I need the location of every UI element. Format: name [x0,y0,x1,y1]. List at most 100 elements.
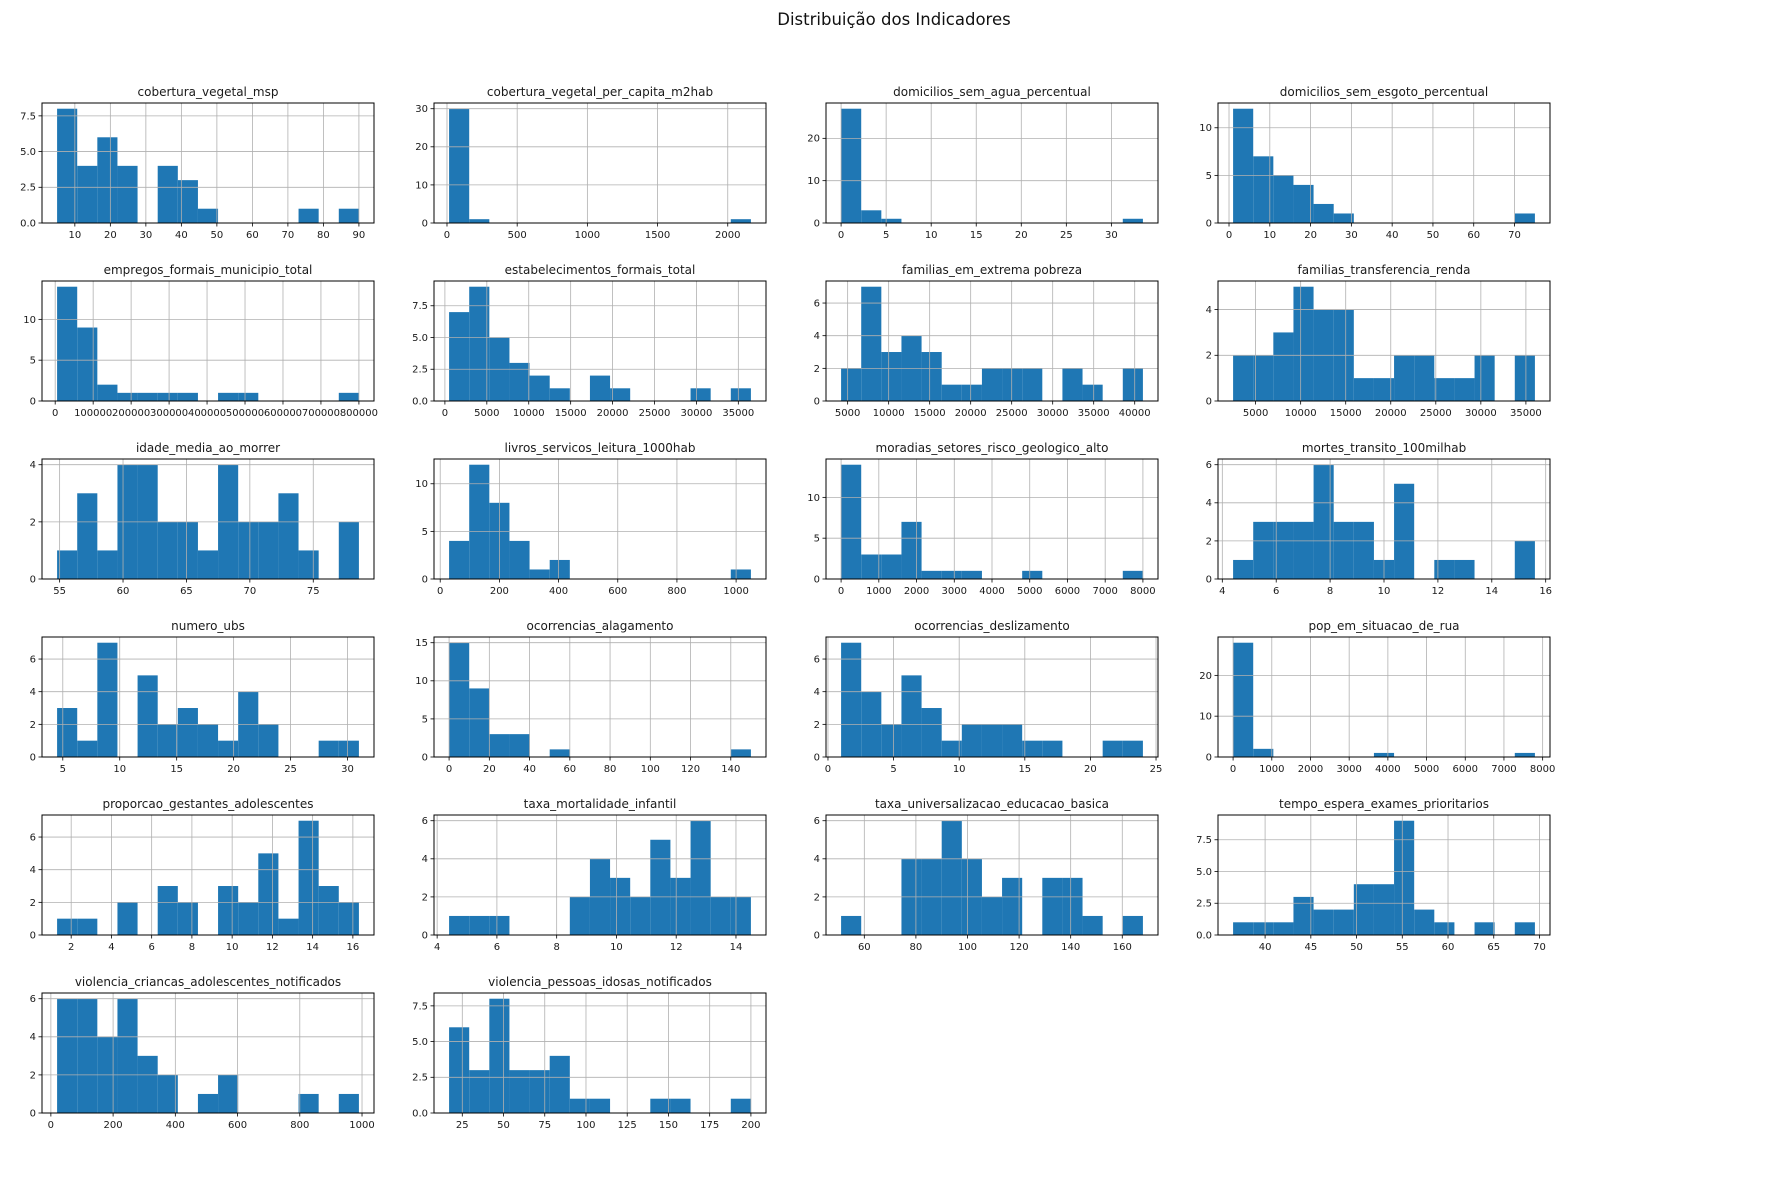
hist-bar [449,642,470,757]
y-tick-label: 10 [807,176,820,187]
x-tick-label: 175 [700,1120,719,1131]
x-tick-label: 7000 [1092,586,1117,597]
x-tick-label: 10 [925,230,938,241]
axes-frame [433,280,767,402]
hist-bar [730,749,751,757]
hist-bar [841,464,862,579]
tick-marks [822,137,1112,227]
y-tick-label: 4 [1206,305,1212,316]
histogram-violencia_criancas_adolescentes_notificados: violencia_criancas_adolescentes_notifica… [30,975,375,1131]
y-tick-label: 5.0 [1196,867,1212,878]
histogram-cell-18: taxa_universalizacao_educacao_basica 60 80… [790,793,1182,971]
x-tick-label: 10000 [873,408,905,419]
x-tick-label: 0 [838,230,844,241]
axes-frame [825,280,1159,402]
tick-marks [430,108,729,227]
x-tick-label: 800000 [340,408,378,419]
hist-bar [841,915,862,935]
subplot-title: ocorrencias_alagamento [527,619,674,633]
hist-bar [157,392,178,401]
x-tick-label: 10 [226,942,239,953]
x-tick-label: 20 [1015,230,1028,241]
hist-bar [509,362,530,401]
axes-frame [41,102,375,224]
x-tick-label: 70 [1533,942,1546,953]
y-tick-label: 0 [30,930,36,941]
x-tick-label: 50 [497,1120,510,1131]
x-tick-label: 40 [1259,942,1272,953]
x-tick-label: 0 [825,764,831,775]
x-tick-label: 0 [442,408,448,419]
x-tick-label: 20000 [1375,408,1407,419]
x-tick-label: 6 [148,942,154,953]
x-tick-label: 15000 [914,408,946,419]
x-tick-label: 45 [1304,942,1317,953]
y-tick-label: 5 [30,356,36,367]
x-tick-label: 70 [1508,230,1521,241]
y-tick-label: 2 [30,1070,36,1081]
y-tick-label: 6 [30,994,36,1005]
hist-bar [1022,368,1043,401]
x-tick-label: 10 [113,764,126,775]
hist-bar [921,708,942,757]
hist-bar [610,877,631,935]
histogram-cell-0: cobertura_vegetal_msp 10 20 30 40 50 60 70 80 90 0… [6,81,398,259]
hist-bar [449,312,470,401]
x-tick-label: 500000 [226,408,264,419]
tick-marks [822,496,1144,583]
subplot-title: mortes_transito_100milhab [1302,441,1466,455]
x-tick-label: 2000 [715,230,740,241]
histogram-familias_transferencia_renda: familias_transferencia_renda 5000 10000 150… [1206,263,1551,419]
hist-bar [1353,521,1374,579]
tick-labels: 40 45 50 55 60 65 70 0.0 2.5 5.0 7.5 [1196,835,1546,953]
y-tick-label: 10 [23,315,36,326]
hist-bar [1293,184,1314,223]
y-tick-label: 5.0 [412,1037,428,1048]
histogram-numero_ubs: numero_ubs 5 10 15 20 25 30 0 2 4 6 [30,619,375,775]
hist-bar [117,392,138,401]
tick-marks [430,642,732,761]
hist-bar [690,820,711,935]
x-tick-label: 60 [1467,230,1480,241]
y-tick-label: 7.5 [412,301,428,312]
tick-marks [430,1005,752,1117]
axes-frame [433,636,767,758]
x-tick-label: 600 [608,586,627,597]
hist-bar [137,1055,158,1113]
y-tick-label: 2 [422,892,428,903]
hist-bar [1313,909,1334,935]
hist-bar [690,388,711,401]
hist-bar [318,740,339,757]
x-tick-label: 60 [117,586,130,597]
y-tick-label: 10 [807,493,820,504]
bars [841,108,1143,223]
y-tick-label: 20 [807,134,820,145]
hist-bar [97,384,118,401]
hist-bar [1273,521,1294,579]
histogram-cell-4: empregos_formais_municipio_total 0 100000 2… [6,259,398,437]
bars [1233,820,1535,935]
subplot-title: domicilios_sem_agua_percentual [893,85,1091,99]
hist-bar [1273,332,1294,401]
x-tick-label: 30 [341,764,354,775]
hist-bar [1233,642,1254,757]
hist-bar [77,998,98,1113]
axes-frame [433,814,767,936]
axes-frame [433,992,767,1114]
hist-bar [881,218,902,223]
y-tick-label: 7.5 [1196,835,1212,846]
x-tick-label: 4 [108,942,114,953]
hist-bar [338,740,359,757]
y-tick-label: 2 [30,898,36,909]
tick-labels: 25 50 75 100 125 150 175 200 0.0 2.5 5.0 7.5 [412,1001,760,1131]
x-tick-label: 20 [1304,230,1317,241]
hist-bar [1293,896,1314,935]
y-tick-label: 15 [415,638,428,649]
tick-marks [430,483,737,583]
hist-bar [97,642,118,757]
hist-bar [57,108,78,223]
hist-bar [509,1070,530,1113]
hist-bar [218,392,239,401]
subplot-title: domicilios_sem_esgoto_percentual [1280,85,1488,99]
y-tick-label: 0 [422,752,428,763]
